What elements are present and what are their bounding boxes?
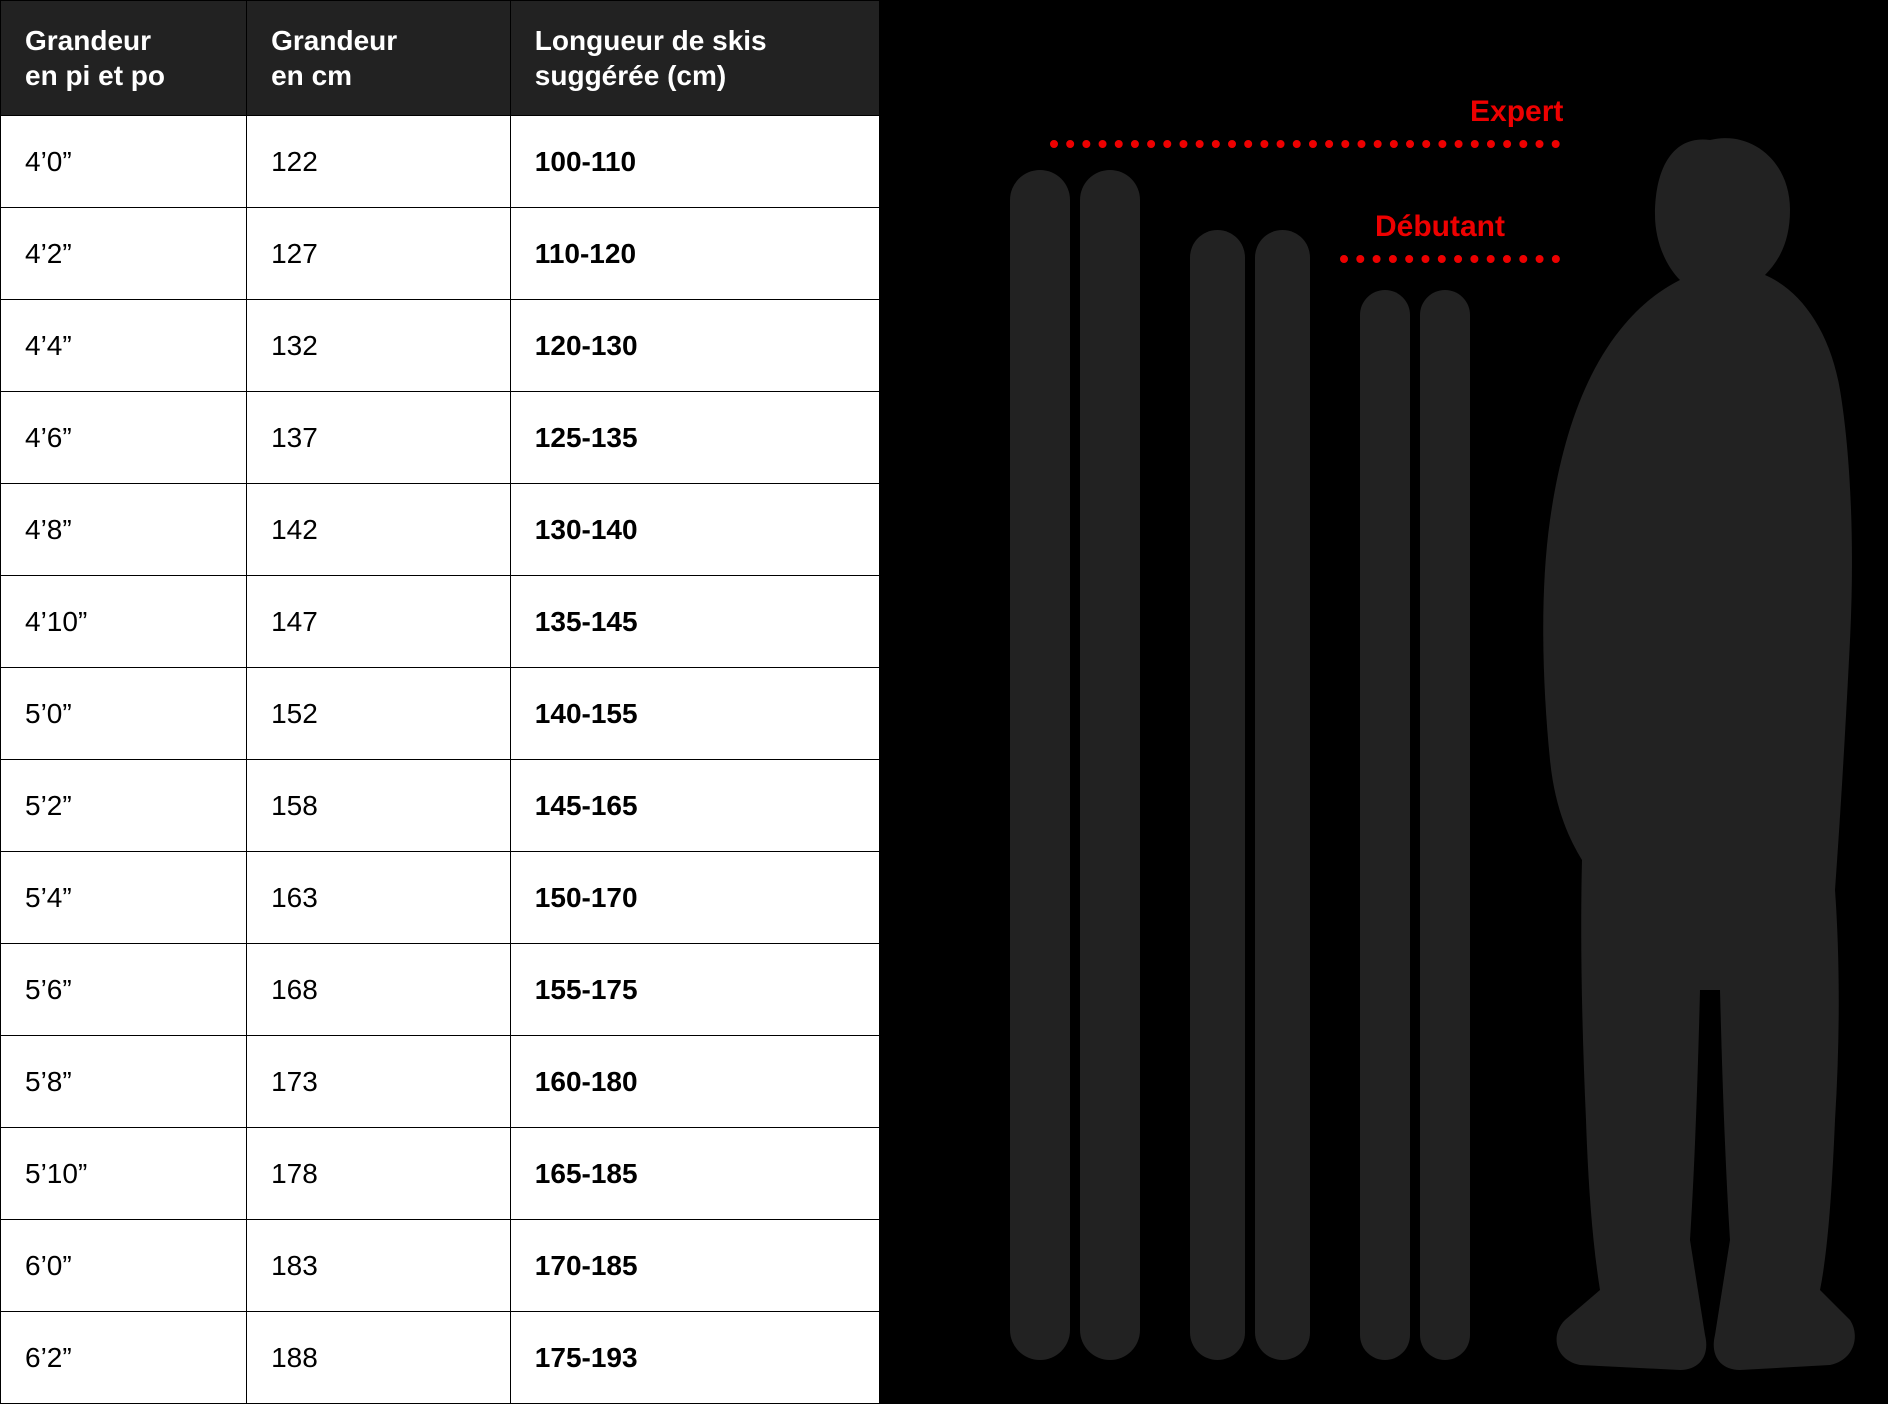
col-header-height-cm: Grandeuren cm — [247, 1, 511, 116]
cell-ski-length: 110-120 — [510, 208, 879, 300]
table-row: 6’2”188175-193 — [1, 1312, 880, 1404]
expert-label: Expert — [1470, 95, 1563, 129]
cell-height-cm: 188 — [247, 1312, 511, 1404]
ski-pair-1-left — [1010, 170, 1070, 1360]
cell-height-ftin: 4’8” — [1, 484, 247, 576]
col-header-height-ftin: Grandeuren pi et po — [1, 1, 247, 116]
ski-pair-2-right — [1255, 230, 1310, 1360]
cell-height-ftin: 5’6” — [1, 944, 247, 1036]
cell-height-cm: 132 — [247, 300, 511, 392]
cell-height-ftin: 4’0” — [1, 116, 247, 208]
cell-height-cm: 158 — [247, 760, 511, 852]
expert-line — [1050, 140, 1560, 148]
col-header-label: Grandeuren cm — [271, 25, 397, 91]
table-row: 4’0”122100-110 — [1, 116, 880, 208]
table-row: 4’2”127110-120 — [1, 208, 880, 300]
table-row: 5’2”158145-165 — [1, 760, 880, 852]
cell-ski-length: 165-185 — [510, 1128, 879, 1220]
cell-height-ftin: 4’6” — [1, 392, 247, 484]
cell-height-ftin: 4’2” — [1, 208, 247, 300]
table-row: 4’6”137125-135 — [1, 392, 880, 484]
ski-pair-3-right — [1420, 290, 1470, 1360]
cell-ski-length: 175-193 — [510, 1312, 879, 1404]
ski-size-graphic: Expert Débutant — [880, 0, 1888, 1400]
cell-height-ftin: 5’4” — [1, 852, 247, 944]
cell-height-cm: 163 — [247, 852, 511, 944]
cell-height-ftin: 5’8” — [1, 1036, 247, 1128]
col-header-label: Grandeuren pi et po — [25, 25, 165, 91]
cell-height-cm: 137 — [247, 392, 511, 484]
beginner-label: Débutant — [1375, 210, 1505, 244]
table-row: 4’10”147135-145 — [1, 576, 880, 668]
table-row: 4’4”132120-130 — [1, 300, 880, 392]
cell-ski-length: 145-165 — [510, 760, 879, 852]
table-row: 5’4”163150-170 — [1, 852, 880, 944]
cell-ski-length: 120-130 — [510, 300, 879, 392]
cell-height-cm: 122 — [247, 116, 511, 208]
col-header-label: Longueur de skissuggérée (cm) — [535, 25, 767, 91]
cell-ski-length: 125-135 — [510, 392, 879, 484]
skier-silhouette-path — [1543, 138, 1855, 1370]
cell-ski-length: 140-155 — [510, 668, 879, 760]
table-row: 5’8”173160-180 — [1, 1036, 880, 1128]
table-header-row: Grandeuren pi et po Grandeuren cm Longue… — [1, 1, 880, 116]
cell-height-ftin: 4’4” — [1, 300, 247, 392]
table-row: 6’0”183170-185 — [1, 1220, 880, 1312]
cell-height-ftin: 6’0” — [1, 1220, 247, 1312]
ski-pair-1-right — [1080, 170, 1140, 1360]
beginner-line — [1340, 255, 1560, 263]
cell-ski-length: 155-175 — [510, 944, 879, 1036]
cell-height-ftin: 5’2” — [1, 760, 247, 852]
cell-height-ftin: 6’2” — [1, 1312, 247, 1404]
cell-height-ftin: 5’0” — [1, 668, 247, 760]
cell-ski-length: 100-110 — [510, 116, 879, 208]
cell-height-cm: 152 — [247, 668, 511, 760]
cell-ski-length: 150-170 — [510, 852, 879, 944]
col-header-ski-length: Longueur de skissuggérée (cm) — [510, 1, 879, 116]
table-row: 5’10”178165-185 — [1, 1128, 880, 1220]
cell-height-cm: 142 — [247, 484, 511, 576]
table-row: 4’8”142130-140 — [1, 484, 880, 576]
ski-pair-2-left — [1190, 230, 1245, 1360]
cell-height-cm: 127 — [247, 208, 511, 300]
cell-ski-length: 135-145 — [510, 576, 879, 668]
cell-ski-length: 170-185 — [510, 1220, 879, 1312]
cell-height-ftin: 5’10” — [1, 1128, 247, 1220]
cell-height-cm: 168 — [247, 944, 511, 1036]
cell-height-cm: 173 — [247, 1036, 511, 1128]
cell-height-cm: 178 — [247, 1128, 511, 1220]
ski-pair-3-left — [1360, 290, 1410, 1360]
cell-height-cm: 147 — [247, 576, 511, 668]
ski-size-table-panel: Grandeuren pi et po Grandeuren cm Longue… — [0, 0, 880, 1400]
table-row: 5’6”168155-175 — [1, 944, 880, 1036]
cell-ski-length: 130-140 — [510, 484, 879, 576]
cell-ski-length: 160-180 — [510, 1036, 879, 1128]
table-body: 4’0”122100-110 4’2”127110-120 4’4”132120… — [1, 116, 880, 1404]
cell-height-cm: 183 — [247, 1220, 511, 1312]
table-row: 5’0”152140-155 — [1, 668, 880, 760]
skier-silhouette — [1510, 120, 1870, 1380]
cell-height-ftin: 4’10” — [1, 576, 247, 668]
ski-size-table: Grandeuren pi et po Grandeuren cm Longue… — [0, 0, 880, 1404]
